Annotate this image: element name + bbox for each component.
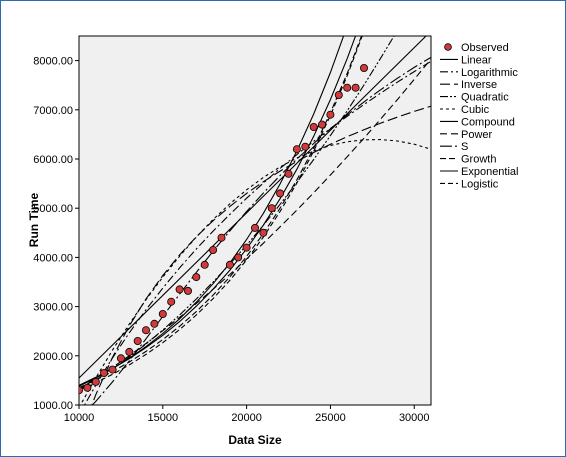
observed-point [317,120,326,129]
observed-point [150,319,159,328]
observed-point [284,169,293,178]
observed-point [141,326,150,335]
observed-point [79,386,83,395]
legend-label-compound: Compound [461,116,515,128]
x-tick-label: 15000 [148,412,179,424]
y-tick-label: 6000.00 [33,154,73,166]
observed-point [183,286,192,295]
legend-observed-marker [444,43,452,51]
observed-point [116,354,125,363]
legend-label-linear: Linear [461,54,492,66]
cubic-fit-line [79,139,431,405]
observed-point [351,83,360,92]
observed-point [267,204,276,213]
logarithmic-fit-line [83,60,431,405]
legend-label-s: S [461,141,468,153]
legend-label-inverse: Inverse [461,79,497,91]
quadratic-fit-line [79,36,395,391]
y-tick-label: 1000.00 [33,400,73,412]
observed-point [301,142,310,151]
observed-point [91,377,100,386]
legend-label-exponential: Exponential [461,166,519,178]
observed-point [343,83,352,92]
x-tick-label: 20000 [231,412,262,424]
growth-fit-line [79,36,363,389]
observed-point [292,145,301,154]
legend-label-quadratic: Quadratic [461,92,509,104]
x-axis-title: Data Size [228,433,282,447]
observed-point [192,273,201,282]
observed-point [175,285,184,294]
y-tick-label: 7000.00 [33,105,73,117]
observed-point [133,336,142,345]
observed-point [217,233,226,242]
observed-point [125,347,134,356]
y-tick-label: 4000.00 [33,252,73,264]
observed-point [209,245,218,254]
observed-point [83,383,92,392]
observed-point [108,365,117,374]
observed-points [79,64,368,395]
inverse-fit-line [91,105,431,405]
observed-point [359,64,368,73]
exponential-fit-line [79,36,357,386]
y-tick-label: 5000.00 [33,203,73,215]
observed-point [158,309,167,318]
observed-point [309,123,318,132]
linear-fit-line [79,36,427,379]
legend-label-observed: Observed [461,42,509,54]
y-axis-title: Run Time [27,192,41,247]
observed-point [334,91,343,100]
logistic-fit-line [79,36,363,391]
x-tick-label: 30000 [399,412,430,424]
observed-point [100,368,109,377]
observed-point [200,260,209,269]
y-tick-label: 3000.00 [33,302,73,314]
observed-point [276,189,285,198]
legend-label-cubic: Cubic [461,104,490,116]
legend-label-growth: Growth [461,154,496,166]
s-fit-line [91,56,431,405]
observed-point [326,110,335,119]
observed-point [242,243,251,252]
observed-point [234,253,243,262]
observed-point [225,260,234,269]
fit-lines [79,36,431,405]
observed-point [167,297,176,306]
legend-label-power: Power [461,129,493,141]
x-tick-label: 10000 [64,412,95,424]
observed-point [250,223,259,232]
x-tick-label: 25000 [315,412,346,424]
legend: ObservedLinearLogarithmicInverseQuadrati… [440,42,519,190]
legend-label-logarithmic: Logarithmic [461,67,518,79]
y-tick-label: 2000.00 [33,351,73,363]
axes: 10000 15000 20000 25000 30000 1000.00 2000.00 3… [33,56,429,424]
y-tick-label: 8000.00 [33,56,73,68]
observed-point [259,228,268,237]
legend-label-logistic: Logistic [461,178,499,190]
